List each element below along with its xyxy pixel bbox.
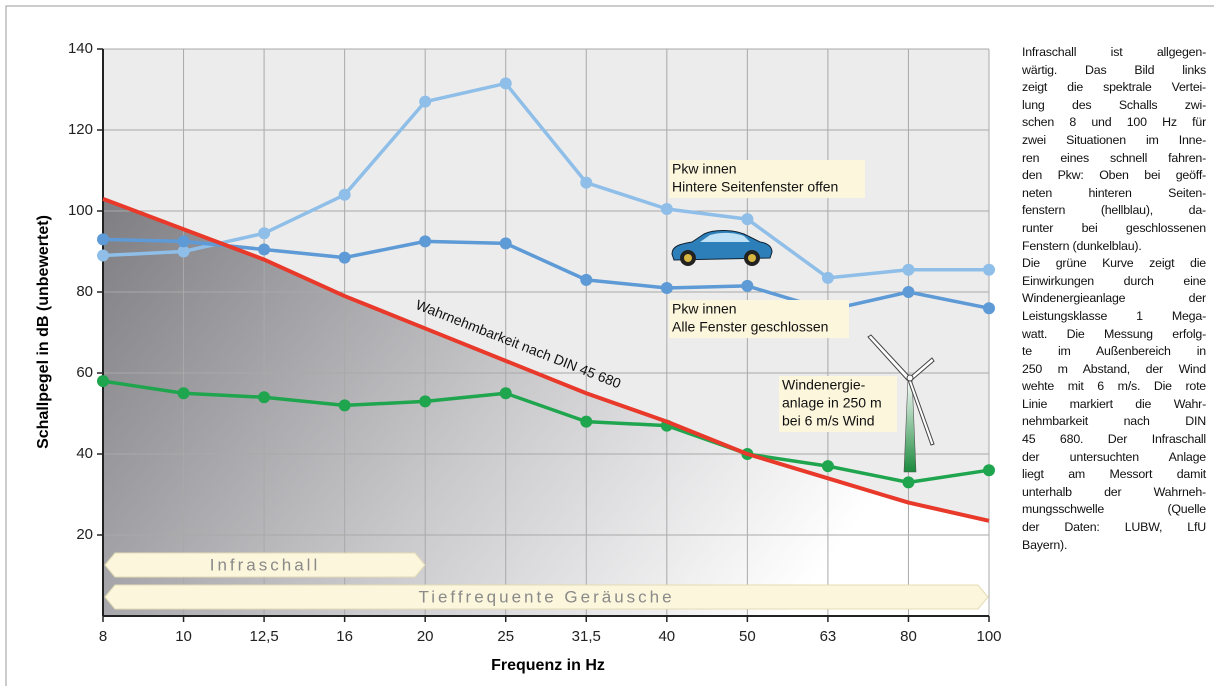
marker — [822, 272, 834, 284]
annotation: Alle Fenster geschlossen — [672, 319, 828, 335]
y-tick-label: 20 — [76, 526, 93, 543]
turbine-hub — [907, 375, 913, 381]
x-tick-label: 80 — [900, 628, 917, 645]
text-line: Die grüne Kurve zeigt die — [1022, 255, 1206, 273]
marker — [902, 286, 914, 298]
marker — [741, 213, 753, 225]
x-tick-label: 50 — [739, 628, 756, 645]
text-line: Leistungsklasse 1 Mega- — [1022, 308, 1206, 326]
y-tick-label: 100 — [68, 202, 93, 219]
marker — [741, 280, 753, 292]
text-line: zeigt die spektrale Vertei- — [1022, 79, 1206, 97]
marker — [339, 189, 351, 201]
marker — [580, 416, 592, 428]
text-line: 250 m Abstand, der Wind — [1022, 361, 1206, 379]
marker — [500, 237, 512, 249]
text-line: schen 8 und 100 Hz für — [1022, 114, 1206, 132]
text-line: unterhalb der Wahrneh- — [1022, 484, 1206, 502]
x-tick-label: 31,5 — [572, 628, 601, 645]
text-line: Bayern). — [1022, 537, 1206, 555]
text-line: neten hinteren Seiten- — [1022, 185, 1206, 203]
text-line: ren eines schnell fahren- — [1022, 150, 1206, 168]
text-line: fenstern (hellblau), da- — [1022, 202, 1206, 220]
text-line: der untersuchten Anlage — [1022, 449, 1206, 467]
marker — [902, 476, 914, 488]
marker — [500, 387, 512, 399]
text-line: wehte mit 6 m/s. Die rote — [1022, 378, 1206, 396]
text-line: Fenstern (dunkelblau). — [1022, 238, 1206, 256]
annotation: Hintere Seitenfenster offen — [672, 179, 838, 195]
annotation: anlage in 250 m — [782, 395, 882, 411]
page: Frequenz in Hz Schallpegel in dB (unbewe… — [0, 0, 1214, 686]
marker — [983, 464, 995, 476]
text-line: liegt am Messort damit — [1022, 466, 1206, 484]
marker — [339, 252, 351, 264]
band-label: Tieffrequente Geräusche — [418, 587, 674, 606]
text-line: den Pkw: Oben bei geöff- — [1022, 167, 1206, 185]
text-line: wärtig. Das Bild links — [1022, 62, 1206, 80]
text-line: te im Außenbereich in — [1022, 343, 1206, 361]
text-line: Linie markiert die Wahr- — [1022, 396, 1206, 414]
marker — [97, 233, 109, 245]
x-axis-title: Frequenz in Hz — [491, 657, 605, 674]
marker — [500, 77, 512, 89]
y-tick-label: 120 — [68, 121, 93, 138]
marker — [97, 250, 109, 262]
marker — [983, 264, 995, 276]
text-line: Infraschall ist allgegen- — [1022, 44, 1206, 62]
marker — [258, 391, 270, 403]
marker — [419, 395, 431, 407]
y-tick-label: 80 — [76, 283, 93, 300]
text-line: Einwirkungen durch eine — [1022, 273, 1206, 291]
car-hub — [684, 254, 692, 262]
text-line: watt. Die Messung erfolg- — [1022, 326, 1206, 344]
marker — [580, 274, 592, 286]
x-tick-label: 16 — [336, 628, 353, 645]
text-line: 45 680. Der Infraschall — [1022, 431, 1206, 449]
text-line: nehmbarkeit nach DIN — [1022, 413, 1206, 431]
text-line: runter bei geschlossenen — [1022, 220, 1206, 238]
y-tick-label: 40 — [76, 445, 93, 462]
marker — [97, 375, 109, 387]
marker — [902, 264, 914, 276]
text-line: lung des Schalls zwi- — [1022, 97, 1206, 115]
marker — [419, 235, 431, 247]
text-line: zwei Situationen im Inne- — [1022, 132, 1206, 150]
marker — [661, 282, 673, 294]
text-line: der Daten: LUBW, LfU — [1022, 519, 1206, 537]
marker — [419, 96, 431, 108]
band-label: Infraschall — [210, 555, 320, 574]
x-tick-label: 25 — [497, 628, 514, 645]
x-tick-label: 100 — [976, 628, 1001, 645]
marker — [258, 227, 270, 239]
marker — [339, 399, 351, 411]
y-tick-label: 140 — [68, 40, 93, 57]
marker — [580, 177, 592, 189]
x-tick-label: 20 — [417, 628, 434, 645]
text-line: mungsschwelle (Quelle — [1022, 501, 1206, 519]
annotation: bei 6 m/s Wind — [782, 413, 875, 429]
x-tick-label: 63 — [820, 628, 837, 645]
side-text: Infraschall ist allgegen-wärtig. Das Bil… — [1022, 44, 1206, 554]
marker — [661, 203, 673, 215]
x-tick-label: 12,5 — [249, 628, 278, 645]
marker — [822, 460, 834, 472]
y-tick-label: 60 — [76, 364, 93, 381]
annotation: Pkw innen — [672, 161, 737, 177]
marker — [178, 235, 190, 247]
car-hub — [748, 254, 756, 262]
x-tick-label: 40 — [658, 628, 675, 645]
y-axis-title: Schallpegel in dB (unbewertet) — [35, 215, 52, 449]
annotation: Windenergie- — [782, 377, 866, 393]
marker — [983, 302, 995, 314]
x-tick-label: 10 — [175, 628, 192, 645]
marker — [178, 387, 190, 399]
marker — [258, 243, 270, 255]
text-line: Windenergieanlage der — [1022, 290, 1206, 308]
x-tick-label: 8 — [99, 628, 107, 645]
annotation: Pkw innen — [672, 301, 737, 317]
